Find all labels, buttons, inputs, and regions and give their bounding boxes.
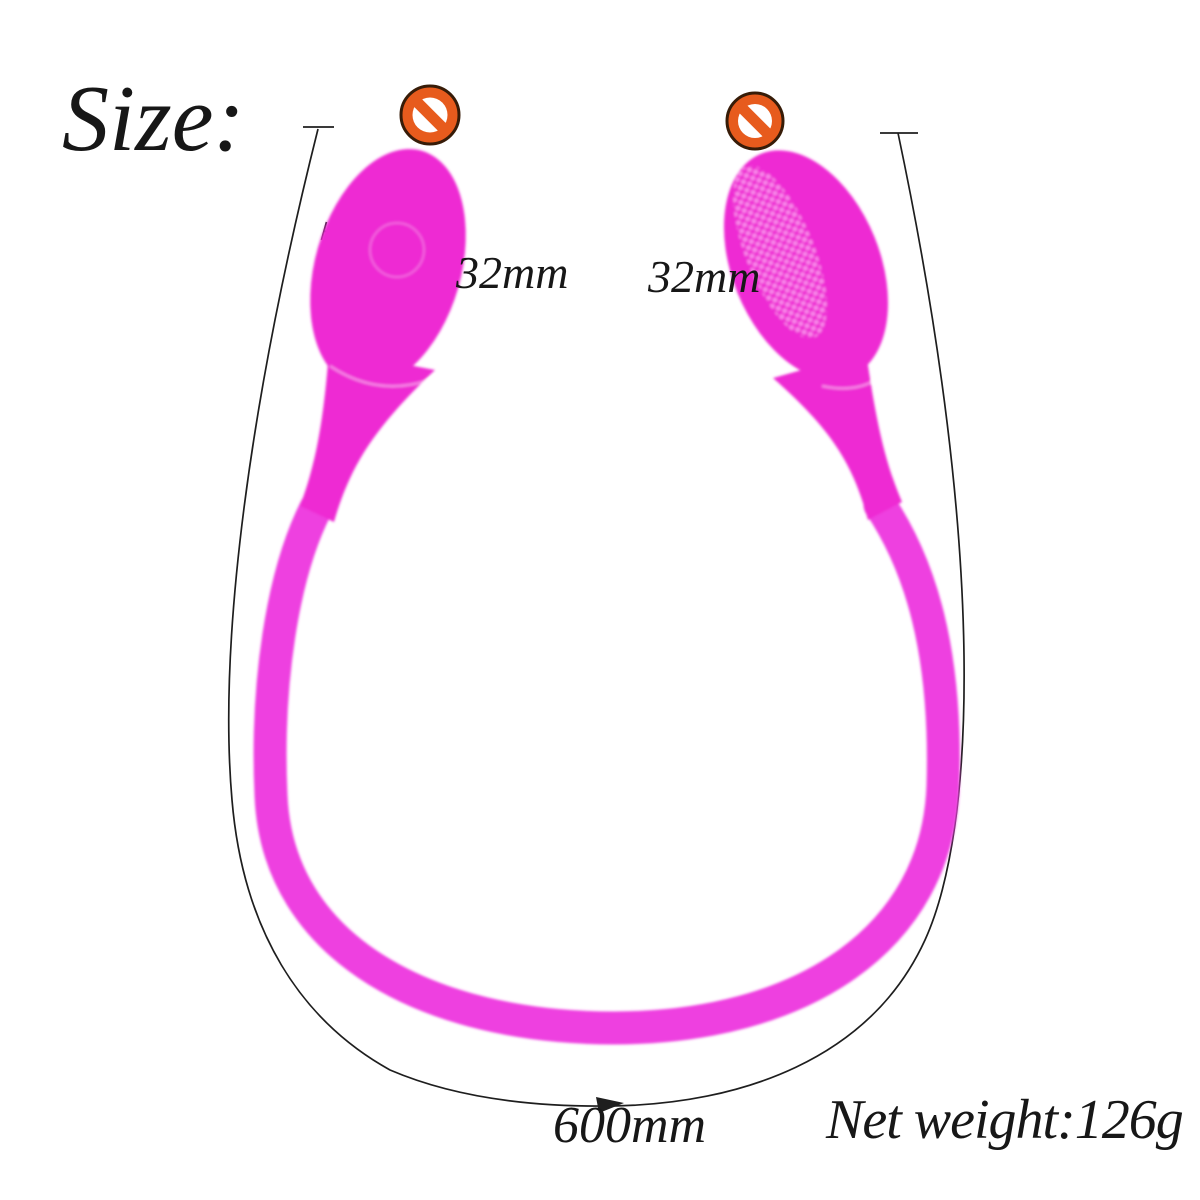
left-egg-seam [329, 364, 445, 388]
right-egg-texture-dots [733, 165, 827, 339]
left-egg-neck [300, 350, 435, 522]
length-measure-outline [227, 126, 965, 1113]
left-vibrator-egg [310, 149, 466, 387]
prohibition-no-sign-icon [725, 91, 785, 151]
right-egg-neck [773, 352, 902, 520]
total-length-label: 600mm [553, 1097, 707, 1154]
prohibition-no-sign-icon [399, 84, 461, 146]
left-egg-width-label: 32mm [456, 247, 569, 298]
product-body [253, 149, 960, 1045]
right-egg-seam [821, 363, 895, 390]
silicone-cable [253, 488, 960, 1045]
size-title: Size: [62, 67, 245, 171]
measure-curve-600mm [227, 128, 965, 1107]
left-egg-button-outline [369, 222, 425, 278]
measure-arrowhead [596, 1097, 624, 1113]
right-egg-width-label: 32mm [648, 251, 761, 302]
net-weight-label: Net weight:126g [826, 1089, 1184, 1151]
